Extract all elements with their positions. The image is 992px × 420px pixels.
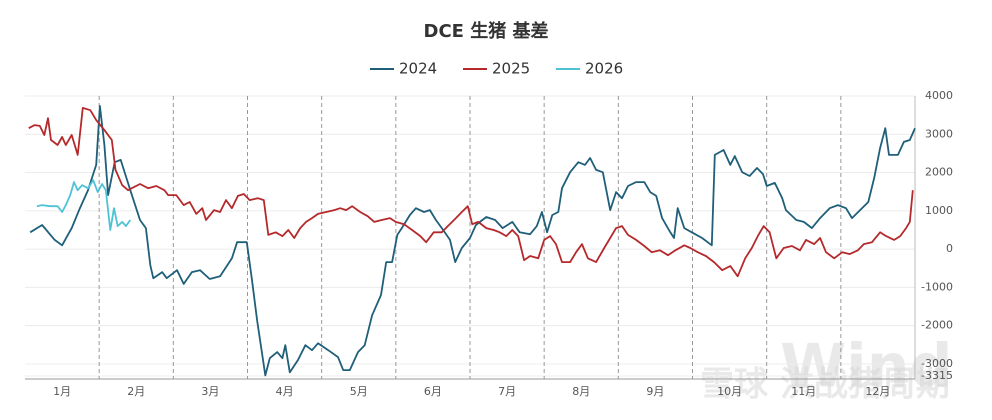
y-tick-label: 4000 — [925, 89, 953, 102]
x-tick-label: 4月 — [276, 385, 294, 398]
series-line — [36, 179, 132, 231]
y-tick-label: -3315 — [921, 369, 953, 382]
y-tick-label: -1000 — [921, 280, 953, 293]
y-tick-label: 1000 — [925, 204, 953, 217]
legend-label: 2024 — [399, 60, 437, 78]
x-tick-label: 10月 — [717, 385, 742, 398]
x-tick-label: 6月 — [424, 385, 442, 398]
y-tick-label: -3000 — [921, 357, 953, 370]
y-tick-label: 0 — [946, 242, 953, 255]
watermark: Wind — [780, 332, 952, 402]
series-line — [28, 107, 914, 278]
x-tick-label: 8月 — [572, 385, 590, 398]
x-tick-label: 11月 — [791, 385, 816, 398]
x-tick-label: 3月 — [201, 385, 219, 398]
y-tick-label: 3000 — [925, 127, 953, 140]
y-tick-label: 2000 — [925, 166, 953, 179]
x-tick-label: 1月 — [53, 385, 71, 398]
x-tick-label: 12月 — [865, 385, 890, 398]
y-tick-label: -2000 — [921, 319, 953, 332]
x-tick-label: 7月 — [498, 385, 516, 398]
series-line — [29, 105, 916, 377]
chart-title: DCE 生猪 基差 — [424, 20, 549, 42]
watermark: 雪球 洪战猪周期 — [700, 365, 950, 405]
legend-label: 2025 — [492, 60, 530, 78]
x-tick-label: 9月 — [646, 385, 664, 398]
x-tick-label: 5月 — [350, 385, 368, 398]
legend-label: 2026 — [585, 60, 623, 78]
x-tick-label: 2月 — [127, 385, 145, 398]
